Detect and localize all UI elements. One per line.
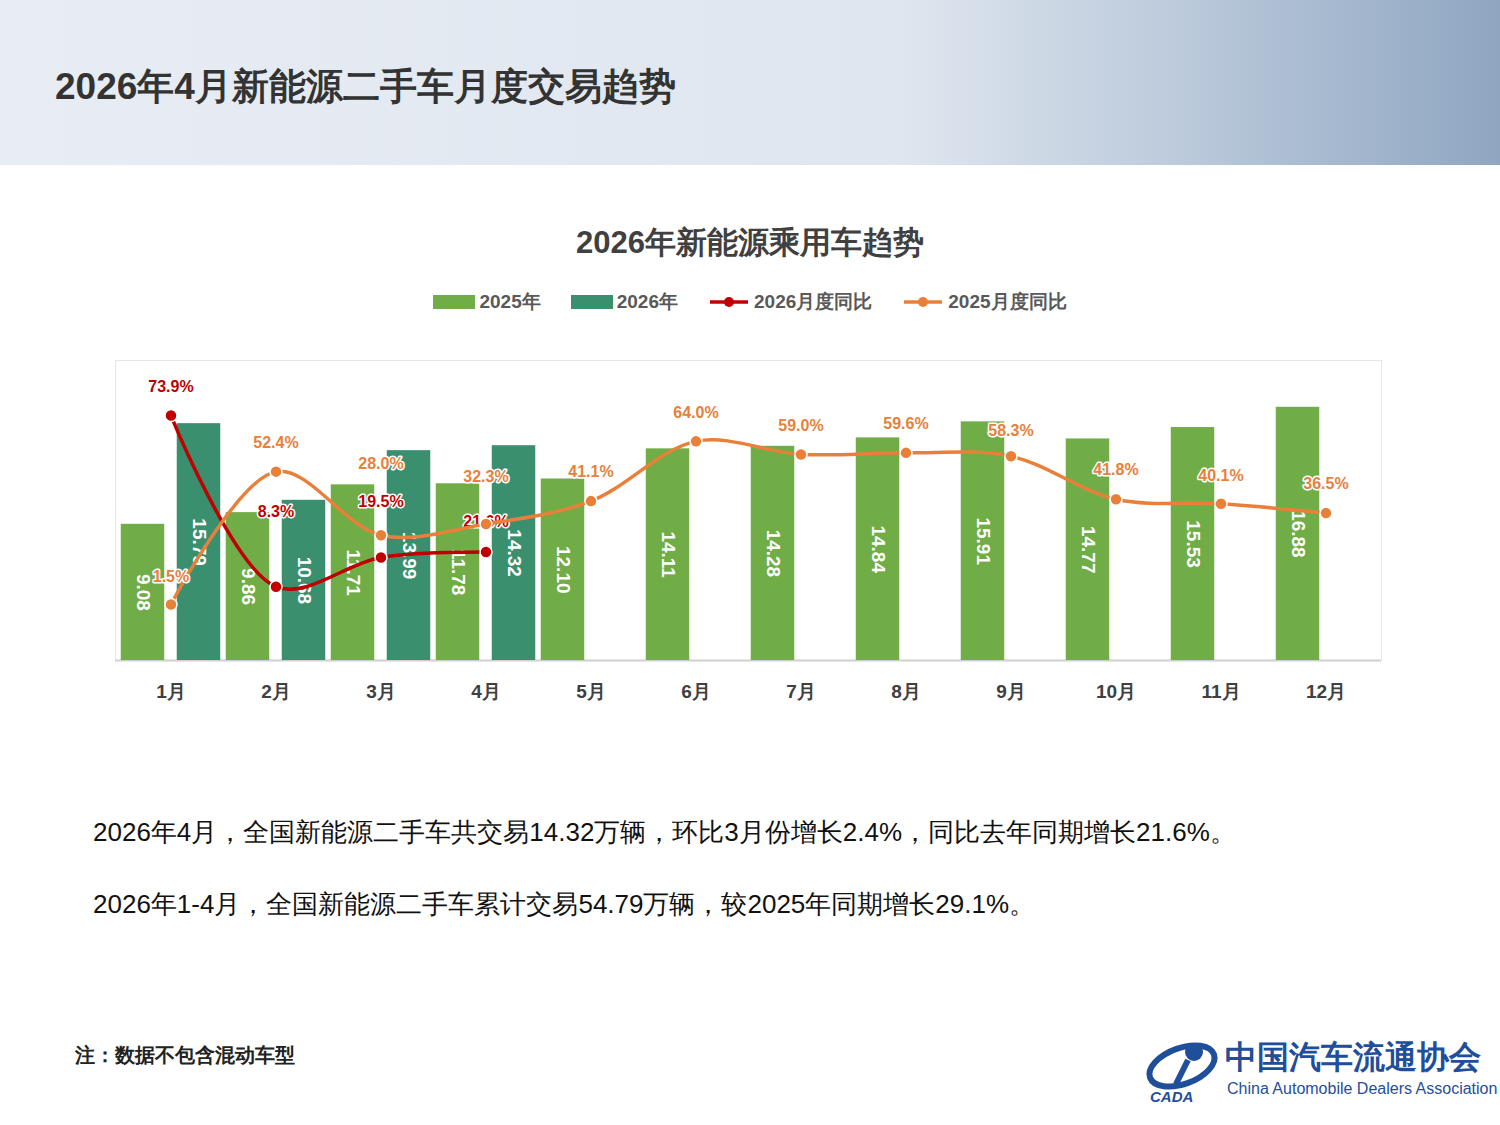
svg-text:8月: 8月 — [891, 681, 921, 702]
svg-text:8.3%: 8.3% — [258, 503, 294, 520]
svg-text:16.88: 16.88 — [1288, 510, 1309, 558]
svg-text:14.11: 14.11 — [658, 531, 679, 578]
html-text:中国汽车流通协会: 中国汽车流通协会 — [1225, 1039, 1481, 1075]
svg-text:4月: 4月 — [471, 681, 501, 702]
svg-text:14.32: 14.32 — [504, 529, 525, 577]
svg-text:64.0%: 64.0% — [673, 404, 718, 421]
svg-text:73.9%: 73.9% — [148, 378, 193, 395]
html-text:2026年4月新能源二手车月度交易趋势: 2026年4月新能源二手车月度交易趋势 — [55, 66, 676, 107]
svg-text:12.10: 12.10 — [553, 546, 574, 594]
svg-text:10.68: 10.68 — [294, 557, 315, 605]
svg-text:3月: 3月 — [366, 681, 396, 702]
html-text:2025月度同比: 2025月度同比 — [948, 291, 1067, 312]
svg-text:5月: 5月 — [576, 681, 606, 702]
html-text:2026年4月，全国新能源二手车共交易14.32万辆，环比3: 2026年4月，全国新能源二手车共交易14.32万辆，环比3月份增长2.4%，同… — [93, 817, 1236, 847]
svg-text:6月: 6月 — [681, 681, 711, 702]
svg-text:7月: 7月 — [786, 681, 816, 702]
html-text:2026年新能源乘用车趋势: 2026年新能源乘用车趋势 — [576, 225, 924, 260]
svg-text:9.08: 9.08 — [133, 574, 154, 611]
svg-text:59.6%: 59.6% — [883, 415, 928, 432]
svg-text:1月: 1月 — [156, 681, 186, 702]
html-text:2026月度同比: 2026月度同比 — [754, 291, 873, 312]
html-text:2026年1-4月，全国新能源二手车累计交易54.79万辆，: 2026年1-4月，全国新能源二手车累计交易54.79万辆，较2025年同期增长… — [93, 889, 1035, 919]
svg-text:9.86: 9.86 — [238, 568, 259, 605]
svg-text:58.3%: 58.3% — [988, 422, 1033, 439]
svg-text:15.79: 15.79 — [188, 518, 210, 566]
svg-text:32.3%: 32.3% — [463, 468, 508, 485]
html-text:2026年: 2026年 — [616, 291, 678, 312]
svg-text:15.91: 15.91 — [973, 517, 994, 565]
svg-text:52.4%: 52.4% — [253, 434, 298, 451]
svg-text:41.8%: 41.8% — [1093, 461, 1138, 478]
svg-text:11月: 11月 — [1201, 681, 1240, 702]
html-text:CADA: CADA — [1150, 1088, 1194, 1105]
svg-text:41.1%: 41.1% — [568, 463, 613, 480]
svg-text:12月: 12月 — [1306, 681, 1346, 702]
html-text:China Automobile Dealers Assoc: China Automobile Dealers Association — [1227, 1080, 1498, 1097]
svg-text:59.0%: 59.0% — [778, 417, 823, 434]
svg-text:11.78: 11.78 — [448, 549, 469, 596]
svg-text:21.6%: 21.6% — [463, 513, 509, 531]
svg-text:2月: 2月 — [261, 681, 291, 702]
svg-text:1.5%: 1.5% — [153, 568, 189, 585]
svg-text:11.71: 11.71 — [343, 549, 364, 596]
svg-text:9月: 9月 — [996, 681, 1026, 702]
svg-text:28.0%: 28.0% — [358, 455, 403, 472]
svg-text:14.84: 14.84 — [868, 525, 889, 573]
svg-text:15.53: 15.53 — [1183, 520, 1204, 568]
svg-text:19.5%: 19.5% — [358, 493, 403, 510]
svg-text:40.1%: 40.1% — [1198, 467, 1243, 484]
svg-text:36.5%: 36.5% — [1303, 475, 1348, 492]
svg-text:14.77: 14.77 — [1078, 526, 1099, 574]
html-text:注：数据不包含混动车型: 注：数据不包含混动车型 — [75, 1044, 295, 1066]
html-text:2025年: 2025年 — [479, 291, 541, 312]
svg-text:14.28: 14.28 — [763, 530, 784, 578]
svg-text:10月: 10月 — [1096, 681, 1136, 702]
